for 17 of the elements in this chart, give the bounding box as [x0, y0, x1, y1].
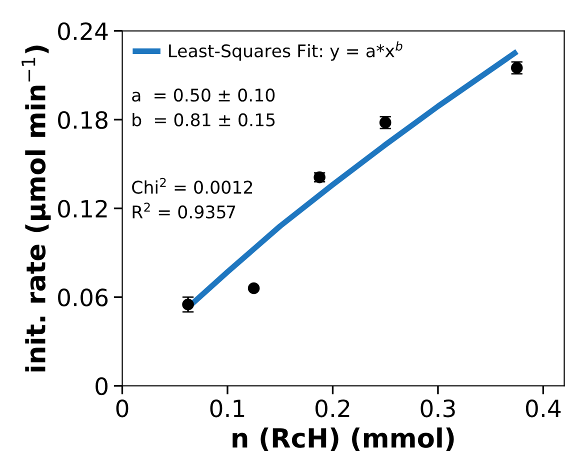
y-tick-label: 0.18 [58, 111, 108, 129]
x-axis-title: n (RcH) (mmol) [232, 427, 454, 451]
x-tick-label: 0.3 [420, 399, 455, 418]
y-tick-label: 0.24 [58, 22, 108, 40]
y-tick-label: 0.06 [58, 288, 108, 306]
x-tick-label: 0 [116, 399, 128, 418]
legend-label: Least-Squares Fit: y = a*x$^{b}$ [169, 41, 402, 61]
point [182, 298, 194, 310]
y-axis-title: init. rate (µmol min$^{−1}$) [22, 46, 51, 372]
point [248, 282, 260, 294]
x-tick-label: 0.2 [316, 399, 350, 418]
x-tick-label: 0.4 [526, 399, 561, 418]
x-tick-label: 0.1 [210, 399, 244, 418]
annotation: a = 0.50 ± 0.10 b = 0.81 ± 0.15 [132, 88, 275, 126]
text: Chi$^{2}$ = 0.0012 R$^{2}$ = 0.9357 [132, 178, 252, 219]
y-tick-label: 0 [96, 377, 108, 396]
y-tick-label: 0.12 [58, 200, 107, 218]
